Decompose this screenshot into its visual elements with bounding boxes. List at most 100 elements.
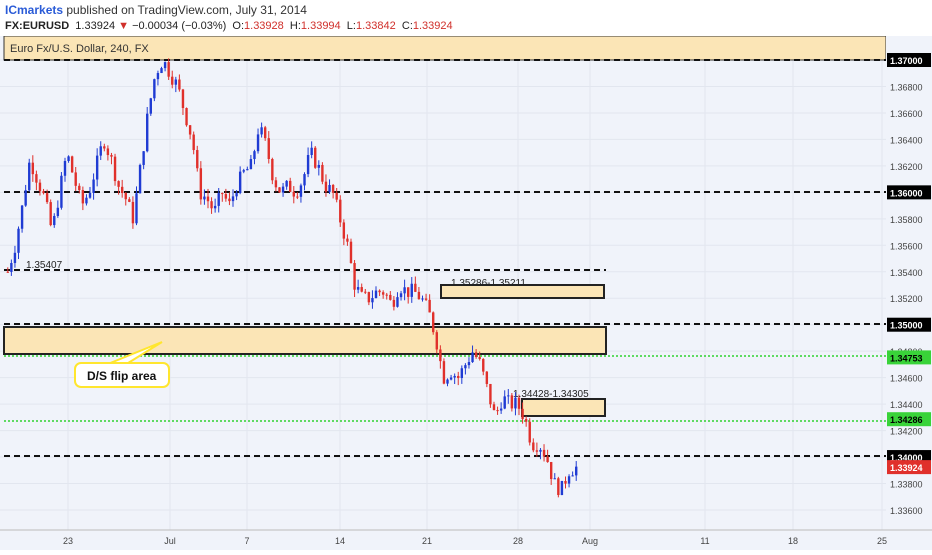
candle-body xyxy=(24,190,27,206)
price-tag-bg xyxy=(887,460,931,475)
candle-body xyxy=(217,193,220,206)
candle-body xyxy=(281,186,285,193)
price-tag: 1.35000 xyxy=(890,321,923,331)
time-tick: 25 xyxy=(877,536,887,546)
candle-body xyxy=(49,202,52,226)
price-tick: 1.34600 xyxy=(890,374,923,384)
price-tick: 1.36800 xyxy=(890,82,923,92)
candle-body xyxy=(67,156,70,162)
candle-body xyxy=(146,113,149,152)
time-tick: 7 xyxy=(244,536,249,546)
candlestick-chart[interactable]: Euro Fx/U.S. Dollar, 240, FX 1.35407 1.3… xyxy=(0,35,932,550)
candle-body xyxy=(424,298,428,300)
chart-area[interactable]: Euro Fx/U.S. Dollar, 240, FX 1.35407 1.3… xyxy=(0,35,932,550)
candle-body xyxy=(310,147,313,155)
candle-body xyxy=(171,76,174,85)
brand-link[interactable]: ICmarkets xyxy=(5,3,64,17)
price-tag: 1.34753 xyxy=(890,353,923,363)
candle-body xyxy=(35,174,38,183)
price-tick: 1.36400 xyxy=(890,135,923,145)
down-arrow-icon: ▼ xyxy=(118,20,130,32)
candle-body xyxy=(31,162,35,175)
candle-body xyxy=(421,298,424,300)
candle-body xyxy=(206,196,210,202)
candle-body xyxy=(314,147,317,168)
candle-body xyxy=(464,365,467,369)
candle-body xyxy=(278,187,281,193)
candle-body xyxy=(163,62,167,69)
candle-body xyxy=(231,196,235,202)
time-tick: Aug xyxy=(582,536,598,546)
candle-body xyxy=(74,172,77,186)
candle-body xyxy=(417,291,421,300)
candle-body xyxy=(553,478,556,480)
close-label: C: xyxy=(401,20,413,32)
candle-body xyxy=(196,150,199,169)
candle-body xyxy=(371,298,374,303)
zone-1-34428 xyxy=(521,398,606,417)
candle-body xyxy=(328,184,331,192)
time-tick: 28 xyxy=(513,536,523,546)
candle-body xyxy=(514,397,517,409)
candle-body xyxy=(142,151,145,165)
price-tag: 1.37000 xyxy=(890,56,923,66)
candle-body xyxy=(524,419,528,422)
candle-body xyxy=(510,395,514,409)
candle-body xyxy=(271,158,274,181)
candle-body xyxy=(20,205,24,229)
price-tag-bg xyxy=(887,317,931,332)
candle-body xyxy=(478,357,481,359)
candle-body xyxy=(120,186,124,194)
candle-body xyxy=(432,312,435,333)
candle-body xyxy=(410,283,413,297)
candle-body xyxy=(564,480,567,484)
candle-body xyxy=(85,197,88,204)
candle-body xyxy=(349,241,353,264)
price-axis-labels: 1.36800 1.36600 1.36400 1.36200 1.35800 1.356… xyxy=(887,53,931,516)
candle-body xyxy=(492,404,496,411)
candles xyxy=(6,58,578,498)
publish-line: ICmarkets published on TradingView.com, … xyxy=(5,3,307,17)
candle-body xyxy=(546,456,549,463)
candle-body xyxy=(539,449,542,452)
zone-1-35286 xyxy=(440,284,605,299)
price-tag: 1.34000 xyxy=(890,453,923,463)
candle-body xyxy=(331,184,335,193)
candle-body xyxy=(535,450,539,452)
candle-body xyxy=(224,194,228,199)
callout-text: D/S flip area xyxy=(87,369,157,383)
candle-body xyxy=(228,198,231,202)
candle-body xyxy=(528,421,531,443)
candle-body xyxy=(406,287,410,297)
high-value: 1.33994 xyxy=(300,20,341,32)
candle-body xyxy=(63,161,67,176)
candle-body xyxy=(517,397,521,409)
candle-body xyxy=(263,127,267,139)
candle-body xyxy=(532,442,535,451)
candle-body xyxy=(81,190,85,204)
candle-body xyxy=(442,361,446,384)
candle-body xyxy=(446,379,449,384)
price-axis[interactable] xyxy=(886,36,932,530)
candle-body xyxy=(188,125,192,135)
candle-body xyxy=(106,148,110,156)
candle-body xyxy=(367,292,371,303)
candle-body xyxy=(267,138,270,159)
candle-body xyxy=(88,192,92,198)
level-label-1-35407: 1.35407 xyxy=(26,260,63,271)
candle-body xyxy=(414,283,417,292)
open-value: 1.33928 xyxy=(244,20,284,32)
price-tag: 1.33924 xyxy=(890,463,923,473)
candle-body xyxy=(203,196,206,200)
symbol[interactable]: FX:EURUSD xyxy=(5,20,70,32)
chart-title: Euro Fx/U.S. Dollar, 240, FX xyxy=(10,43,149,55)
candle-body xyxy=(374,290,378,299)
candle-body xyxy=(306,154,310,175)
candle-body xyxy=(238,171,242,193)
candle-body xyxy=(289,180,292,192)
candle-body xyxy=(60,175,63,208)
candle-body xyxy=(360,287,363,292)
candle-body xyxy=(560,480,564,496)
low-value: 1.33842 xyxy=(355,20,396,32)
candle-body xyxy=(507,395,510,397)
